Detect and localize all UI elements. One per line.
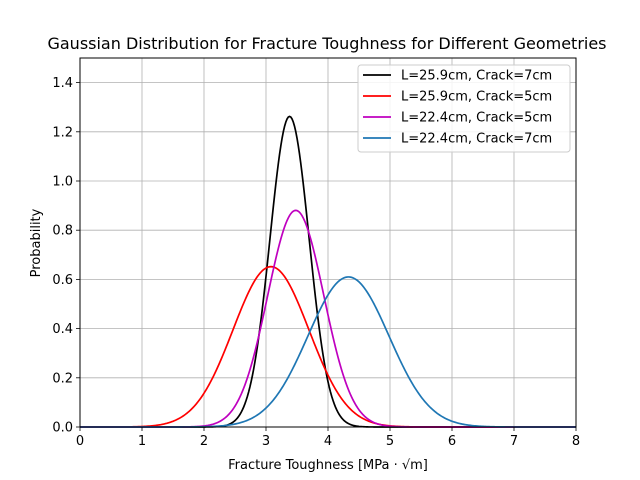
x-tick-label: 4 bbox=[324, 434, 332, 449]
chart-title: Gaussian Distribution for Fracture Tough… bbox=[47, 34, 606, 53]
x-tick-label: 7 bbox=[510, 434, 518, 449]
y-tick-label: 1.0 bbox=[52, 175, 73, 190]
legend-label: L=25.9cm, Crack=7cm bbox=[401, 69, 552, 84]
x-axis-label: Fracture Toughness [MPa · √m] bbox=[228, 458, 428, 473]
legend-label: L=25.9cm, Crack=5cm bbox=[401, 90, 552, 105]
x-tick-label: 5 bbox=[386, 434, 394, 449]
y-tick-label: 0.0 bbox=[52, 421, 73, 436]
y-tick-label: 0.6 bbox=[52, 273, 73, 288]
x-tick-label: 1 bbox=[138, 434, 146, 449]
x-tick-label: 2 bbox=[200, 434, 208, 449]
x-tick-label: 0 bbox=[76, 434, 84, 449]
y-tick-label: 1.4 bbox=[52, 76, 73, 91]
x-tick-label: 3 bbox=[262, 434, 270, 449]
x-tick-label: 6 bbox=[448, 434, 456, 449]
y-tick-label: 1.2 bbox=[52, 125, 73, 140]
y-tick-label: 0.2 bbox=[52, 371, 73, 386]
legend-label: L=22.4cm, Crack=5cm bbox=[401, 111, 552, 126]
y-tick-label: 0.4 bbox=[52, 322, 73, 337]
legend-label: L=22.4cm, Crack=7cm bbox=[401, 132, 552, 147]
x-tick-label: 8 bbox=[572, 434, 580, 449]
legend-box bbox=[357, 64, 571, 153]
tick-layer: 0 1 2 3 4 5 6 7 8 0.0 0.2 0.4 0.6 0.8 1.0 1.2 1.4 bbox=[52, 76, 580, 449]
legend: L=25.9cm, Crack=7cm L=25.9cm, Crack=5cm L=… bbox=[357, 64, 571, 153]
y-tick-label: 0.8 bbox=[52, 224, 73, 239]
y-axis-label: Probability bbox=[29, 208, 44, 277]
